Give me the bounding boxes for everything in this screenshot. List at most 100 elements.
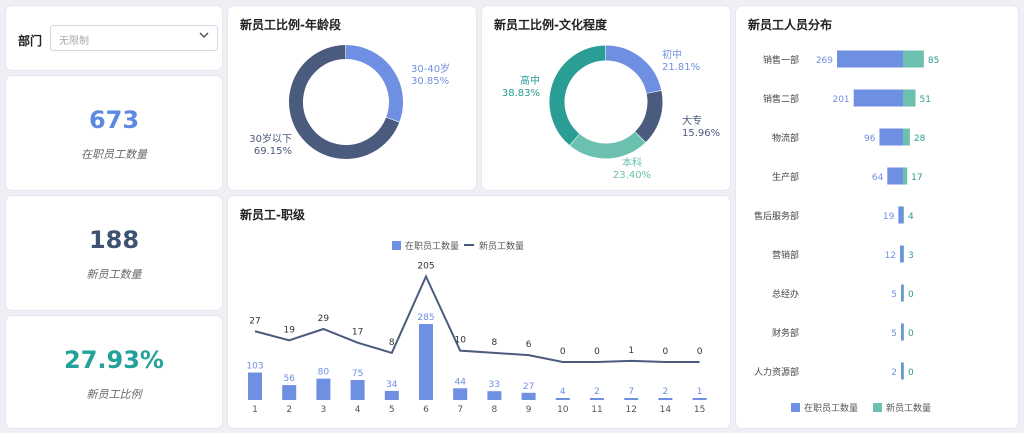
- donut-slice: [605, 45, 662, 94]
- rank-bar-value: 27: [523, 382, 534, 392]
- dist-category-label: 销售一部: [763, 54, 799, 66]
- rank-category-label: 5: [389, 405, 395, 415]
- dist-bar-employees: [879, 128, 903, 146]
- dist-value-new: 0: [908, 290, 914, 300]
- rank-category-label: 7: [457, 405, 463, 415]
- department-filter-label: 部门: [18, 34, 43, 48]
- dist-category-label: 财务部: [772, 327, 799, 339]
- dist-category-label: 人力资源部: [754, 366, 799, 378]
- rank-category-label: 15: [694, 405, 705, 415]
- dist-bar-employees: [900, 245, 903, 263]
- department-select[interactable]: 无限制: [50, 25, 218, 51]
- dist-value-new: 0: [908, 329, 914, 339]
- legend-swatch-new: [873, 403, 882, 412]
- dist-value-new: 3: [908, 251, 914, 261]
- distribution-bar-chart: 销售一部 269 85 销售二部 201 51 物流部 96 28 生产部 64 17 售后服务部 19 4…: [754, 50, 939, 414]
- rank-line-value: 8: [492, 338, 498, 348]
- rank-category-label: 9: [526, 405, 532, 415]
- dist-value-new: 28: [914, 134, 926, 144]
- dist-category-label: 物流部: [772, 132, 799, 144]
- donut-slice-percent: 15.96%: [682, 128, 720, 139]
- rank-line-value: 0: [663, 347, 669, 357]
- dist-value-employees: 19: [883, 212, 895, 222]
- donut-slice-percent: 38.83%: [502, 88, 540, 99]
- chevron-down-icon: [199, 32, 209, 39]
- rank-line-value: 29: [318, 314, 330, 324]
- rank-category-label: 10: [557, 405, 569, 415]
- rank-line-value: 1: [628, 346, 634, 356]
- donut-slice: [289, 45, 400, 159]
- rank-category-label: 11: [591, 405, 602, 415]
- rank-bar-value: 56: [283, 374, 295, 384]
- dist-category-label: 销售二部: [763, 93, 799, 105]
- dist-value-employees: 96: [864, 134, 876, 144]
- dist-bar-employees: [887, 167, 903, 185]
- dist-bar-employees: [837, 50, 903, 68]
- rank-line-value: 27: [249, 316, 260, 326]
- rank-bar-value: 34: [386, 380, 398, 390]
- rank-bar: [453, 388, 468, 400]
- dist-bar-new: [903, 245, 904, 263]
- rank-line-value: 0: [697, 347, 703, 357]
- legend-label-employees: 在职员工数量: [405, 240, 459, 252]
- dist-bar-employees: [898, 206, 903, 224]
- donut-slice-percent: 30.85%: [411, 76, 449, 87]
- donut-slice-name: 大专: [682, 114, 702, 127]
- kpi-value-new-employees: 188: [88, 226, 140, 254]
- rank-line-value: 0: [560, 347, 566, 357]
- donut-slice-name: 本科: [622, 156, 642, 169]
- rank-bar-value: 80: [318, 368, 330, 378]
- legend-swatch-employees: [791, 403, 800, 412]
- donut-slice: [634, 90, 663, 143]
- department-filter-card: 部门 无限制: [6, 6, 222, 70]
- kpi-card-new-employees: 188 新员工数量: [6, 196, 222, 310]
- dist-category-label: 生产部: [772, 171, 799, 183]
- rank-bar: [624, 398, 639, 400]
- dist-value-new: 17: [911, 173, 922, 183]
- rank-bar: [316, 378, 331, 400]
- rank-bar: [350, 380, 365, 400]
- dist-bar-employees: [853, 89, 903, 107]
- donut-slice-name: 30-40岁: [411, 62, 450, 75]
- donut-slice-name: 初中: [662, 48, 682, 61]
- rank-bar-value: 1: [697, 387, 703, 397]
- kpi-card-employees: 673 在职员工数量: [6, 76, 222, 190]
- donut-slice-name: 30岁以下: [249, 132, 292, 145]
- dist-value-new: 0: [908, 368, 914, 378]
- rank-bar-value: 33: [489, 380, 500, 390]
- rank-bar-value: 44: [454, 377, 466, 387]
- rank-line-value: 8: [389, 338, 395, 348]
- donut-slice: [549, 45, 606, 146]
- donut-slice-percent: 21.81%: [662, 62, 700, 73]
- distribution-chart-title: 新员工人员分布: [748, 18, 833, 32]
- dist-value-new: 51: [920, 95, 931, 105]
- rank-category-label: 4: [355, 405, 361, 415]
- dist-value-employees: 12: [885, 251, 896, 261]
- dist-value-employees: 2: [891, 368, 897, 378]
- dist-bar-new: [903, 128, 910, 146]
- rank-bar: [384, 390, 399, 400]
- dist-bar-employees: [901, 284, 903, 302]
- dist-bar-new: [903, 362, 904, 380]
- age-ratio-card: 新员工比例-年龄段 30-40岁 30.85% 30岁以下 69.15%: [228, 6, 476, 190]
- donut-slice: [345, 45, 403, 122]
- rank-bar: [555, 398, 570, 400]
- education-ratio-card: 新员工比例-文化程度 初中 21.81% 大专 15.96% 本科 23.40% 高中 38.…: [482, 6, 730, 190]
- donut-slice: [570, 131, 646, 159]
- dist-value-employees: 5: [891, 290, 897, 300]
- age-chart-title: 新员工比例-年龄段: [240, 18, 341, 32]
- kpi-label-new-ratio: 新员工比例: [86, 388, 142, 401]
- kpi-label-employees: 在职员工数量: [81, 148, 147, 161]
- dist-value-new: 4: [908, 212, 914, 222]
- rank-bar: [487, 391, 502, 400]
- rank-bar-value: 75: [352, 369, 363, 379]
- rank-bar: [692, 398, 707, 400]
- kpi-value-new-ratio: 27.93%: [64, 346, 164, 374]
- dist-bar-new: [903, 89, 916, 107]
- kpi-card-new-ratio: 27.93% 新员工比例: [6, 316, 222, 428]
- rank-bar: [419, 324, 433, 400]
- dist-bar-new: [903, 167, 908, 185]
- kpi-label-new-employees: 新员工数量: [86, 268, 142, 281]
- rank-bar: [282, 385, 297, 400]
- legend-label-new: 新员工数量: [886, 402, 931, 414]
